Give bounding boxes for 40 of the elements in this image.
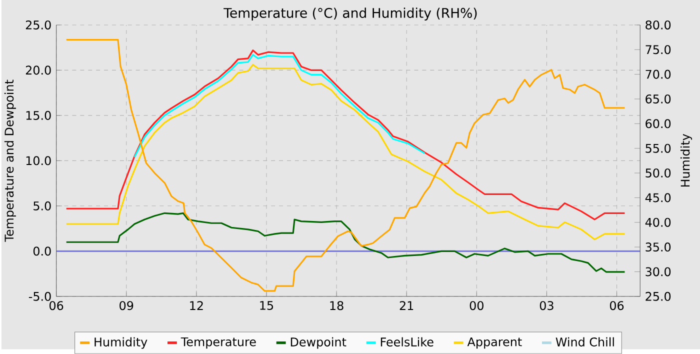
- x-tick-label: 06: [50, 301, 64, 310]
- legend-label: Wind Chill: [556, 337, 614, 347]
- y2-tick-label: 45.0: [645, 193, 671, 202]
- legend-label: Apparent: [467, 338, 522, 349]
- chart-title: Temperature (°C) and Humidity (RH%): [224, 8, 477, 21]
- y-tick-label: 10.0: [26, 156, 51, 166]
- y2-tick-label: 80.0: [646, 20, 671, 30]
- y2-tick-label: 60.0: [646, 119, 671, 128]
- x-tick-label: 09: [120, 301, 134, 310]
- y-tick-label: 25.0: [26, 20, 51, 30]
- y2-tick-label: 55.0: [646, 144, 671, 153]
- legend-label: FeelsLike: [380, 337, 434, 347]
- x-tick-label: 18: [330, 301, 344, 310]
- y2-tick-label: 50.0: [646, 168, 671, 178]
- y2-tick-label: 65.0: [646, 94, 671, 104]
- y2-tick-label: 75.0: [646, 45, 671, 54]
- x-tick-label: 15: [260, 301, 274, 310]
- y2-tick-label: 25.0: [646, 292, 671, 301]
- y-axis-title: Temperature and Dewpoint: [4, 80, 16, 242]
- y-tick-label: -5.0: [28, 292, 51, 301]
- y2-tick-label: 35.0: [646, 242, 671, 252]
- x-tick-label: 21: [400, 301, 414, 310]
- y-tick-label: 5.0: [34, 201, 51, 210]
- x-tick-label: 00: [470, 301, 484, 310]
- x-tick-label: 03: [540, 301, 554, 310]
- line-series: [66, 212, 626, 273]
- y-tick-label: 20.0: [26, 66, 51, 75]
- x-tick-label: 12: [190, 301, 203, 310]
- legend-label: Dewpoint: [290, 337, 346, 349]
- y2-tick-label: 40.0: [645, 218, 671, 227]
- y2-tick-label: 30.0: [646, 267, 671, 276]
- y2-axis-title: Humidity: [680, 134, 692, 187]
- line-series: [66, 50, 626, 220]
- y-tick-label: 0.0: [33, 246, 51, 256]
- legend-label: Humidity: [94, 337, 148, 349]
- y-tick-label: 15.0: [26, 110, 51, 120]
- legend-label: Temperature: [180, 338, 256, 349]
- x-tick-label: 06: [610, 301, 624, 310]
- y2-tick-label: 70.0: [646, 70, 671, 79]
- line-series: [134, 54, 426, 158]
